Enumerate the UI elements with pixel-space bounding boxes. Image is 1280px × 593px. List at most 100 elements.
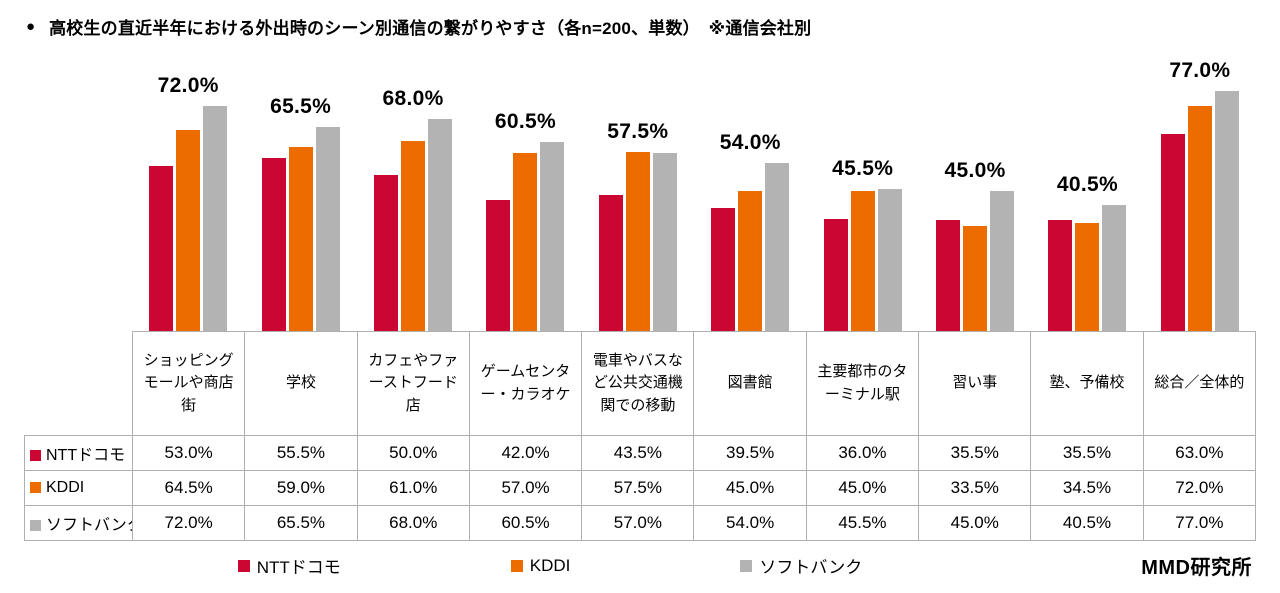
bar-kddi (288, 146, 313, 331)
bar-docomo (374, 175, 399, 331)
bar-cluster (1144, 90, 1256, 331)
bar-kddi (513, 153, 538, 331)
bar-cluster (469, 142, 581, 331)
bar-docomo (598, 195, 623, 331)
legend-item: ソフトバンク (740, 553, 862, 578)
value-cell: 42.0% (468, 435, 583, 471)
bar-kddi (625, 151, 650, 331)
bar-cluster (244, 126, 356, 331)
value-cell: 45.0% (693, 470, 807, 506)
page-title: ● 高校生の直近半年における外出時のシーン別通信の繋がりやすさ（各n=200、単… (26, 14, 1256, 39)
bar-softbank (990, 190, 1015, 331)
chart-group: 54.0% (694, 49, 806, 331)
bar-docomo (711, 207, 736, 331)
value-cell: 34.5% (1030, 470, 1144, 506)
legend-label: ソフトバンク (759, 558, 863, 577)
value-cell: 72.0% (131, 505, 246, 541)
bar-docomo (1160, 134, 1185, 331)
chart-group: 45.0% (919, 49, 1031, 331)
category-header-cell: 塾、予備校 (1030, 331, 1144, 436)
bar-value-label: 60.5% (494, 110, 556, 134)
bar-softbank (1214, 90, 1239, 331)
data-table: ショッピングモールや商店街 学校 カフェやファーストフード店 ゲームセンター・カラオケ… (24, 331, 1257, 541)
legend-label: KDDI (529, 555, 571, 575)
value-cell: 36.0% (805, 435, 920, 471)
bar-softbank (203, 106, 228, 331)
bar-docomo (486, 199, 511, 331)
bar-softbank (652, 153, 677, 331)
chart-group: 40.5% (1031, 49, 1143, 331)
bar-docomo (1048, 220, 1073, 331)
chart-footer: NTTドコモ KDDI ソフトバンク MMD研究所 (24, 553, 1256, 585)
value-cell: 59.0% (244, 470, 358, 506)
bar-kddi (738, 190, 763, 331)
title-bullet-icon: ● (26, 18, 36, 35)
bar-kddi (1187, 106, 1212, 331)
bar-docomo (261, 157, 286, 331)
bar-value-label: 45.0% (944, 158, 1006, 182)
bar-cluster (357, 118, 469, 331)
value-cell: 53.0% (131, 435, 246, 471)
chart-group: 72.0% (132, 49, 244, 331)
bar-value-label: 45.5% (832, 157, 894, 181)
value-cell: 43.5% (581, 435, 695, 471)
legend-item: NTTドコモ (237, 553, 341, 578)
chart-group: 57.5% (582, 49, 694, 331)
bar-kddi (401, 140, 426, 331)
value-cell: 50.0% (356, 435, 470, 471)
series-swatch-icon (30, 450, 41, 461)
category-header-cell: 主要都市のターミナル駅 (805, 331, 920, 436)
bar-cluster (582, 151, 694, 331)
category-header-cell: ショッピングモールや商店街 (131, 331, 246, 436)
value-cell: 57.0% (468, 470, 583, 506)
value-cell: 61.0% (356, 470, 470, 506)
value-cell: 40.5% (1030, 505, 1144, 541)
bar-kddi (1075, 223, 1100, 331)
chart-group: 77.0% (1144, 49, 1256, 331)
bar-value-label: 40.5% (1056, 172, 1118, 196)
category-header-cell: 総合／全体的 (1142, 331, 1257, 436)
value-cell: 55.5% (244, 435, 358, 471)
bar-softbank (428, 118, 453, 331)
category-header-cell: 学校 (244, 331, 358, 436)
value-cell: 45.5% (805, 505, 920, 541)
chart-group: 65.5% (244, 49, 356, 331)
category-header-cell: 電車やバスなど公共交通機関での移動 (581, 331, 695, 436)
value-cell: 33.5% (918, 470, 1032, 506)
bar-value-label: 65.5% (270, 94, 332, 118)
series-name-cell: NTTドコモ (24, 435, 133, 471)
bar-cluster (1031, 204, 1143, 331)
legend-swatch-icon (510, 559, 523, 572)
chart-group: 60.5% (469, 49, 581, 331)
category-header-cell: カフェやファーストフード店 (356, 331, 470, 436)
bar-softbank (765, 162, 790, 331)
table-row: ソフトバンク72.0%65.5%68.0%60.5%57.0%54.0%45.5… (24, 505, 1257, 541)
value-cell: 65.5% (244, 505, 358, 541)
legend-item: KDDI (510, 553, 571, 578)
credit-label: MMD研究所 (1141, 557, 1252, 579)
page-title-text: 高校生の直近半年における外出時のシーン別通信の繋がりやすさ（各n=200、単数）… (49, 19, 812, 38)
legend-label: NTTドコモ (256, 558, 341, 577)
series-swatch-icon (30, 520, 41, 531)
value-cell: 68.0% (356, 505, 470, 541)
value-cell: 45.0% (918, 505, 1032, 541)
bar-softbank (1102, 204, 1127, 331)
bar-value-label: 68.0% (382, 86, 444, 110)
value-cell: 35.5% (1030, 435, 1144, 471)
bar-softbank (877, 189, 902, 331)
value-cell: 57.5% (581, 470, 695, 506)
series-name-cell: KDDI (24, 470, 133, 506)
bar-kddi (176, 129, 201, 331)
table-corner-cell (25, 332, 133, 436)
bar-value-label: 77.0% (1169, 58, 1231, 82)
bar-value-label: 54.0% (719, 130, 781, 154)
value-cell: 57.0% (581, 505, 695, 541)
value-cell: 39.5% (693, 435, 807, 471)
value-cell: 54.0% (693, 505, 807, 541)
bar-value-label: 57.5% (607, 119, 669, 143)
bar-kddi (963, 226, 988, 331)
bar-kddi (850, 190, 875, 331)
bar-softbank (315, 126, 340, 331)
chart-group: 45.5% (806, 49, 918, 331)
